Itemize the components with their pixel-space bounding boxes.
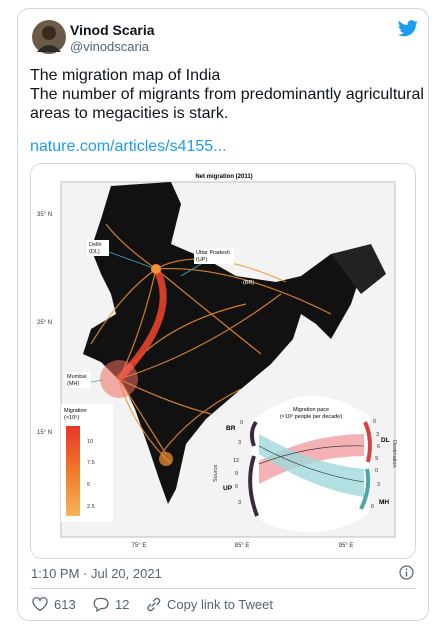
like-count[interactable]: 613 xyxy=(54,597,76,612)
map-title: Net migration (2011) xyxy=(195,174,252,180)
author-handle[interactable]: @vinodscaria xyxy=(70,39,149,54)
tweet-image[interactable]: Net migration (2011) 35° N 25° N 15° N 7… xyxy=(30,163,416,559)
place-name: Bihar xyxy=(243,273,256,279)
chord-tick: 0 xyxy=(375,468,378,474)
legend-tick: 10 xyxy=(87,439,93,445)
timestamp[interactable]: 1:10 PM · Jul 20, 2021 xyxy=(31,566,162,581)
chord-node: UP xyxy=(223,485,233,492)
chord-node: BR xyxy=(226,425,236,432)
place-code: (DL) xyxy=(89,249,100,255)
place-name: Uttar Pradesh xyxy=(196,250,230,256)
migration-map: Net migration (2011) 35° N 25° N 15° N 7… xyxy=(31,164,415,558)
chord-unit: (×10⁵ people per decade) xyxy=(280,413,343,420)
copy-link[interactable]: Copy link to Tweet xyxy=(167,597,273,612)
chord-tick: 3 xyxy=(377,482,380,488)
chord-tick: 3 xyxy=(238,440,241,446)
chord-tick: 12 xyxy=(233,458,239,464)
legend-title: Migration xyxy=(64,408,87,414)
reply-icon[interactable] xyxy=(93,597,109,612)
lat-label: 25° N xyxy=(37,320,52,326)
chord-tick: 0 xyxy=(373,419,376,425)
twitter-logo[interactable] xyxy=(398,20,418,37)
legend-tick: 7.5 xyxy=(87,460,95,466)
chord-title: Migration pace xyxy=(293,407,329,413)
like-icon[interactable] xyxy=(32,597,48,612)
chord-axis-label: Source xyxy=(213,465,219,482)
text-line: areas to megacities is stark. xyxy=(30,105,229,122)
lat-label: 15° N xyxy=(37,430,52,436)
text-line: The number of migrants from predominantl… xyxy=(30,86,424,103)
info-icon[interactable] xyxy=(399,565,414,580)
chord-axis-label: Destination xyxy=(391,440,397,468)
text-line: The migration map of India xyxy=(30,67,221,84)
chord-tick: 3 xyxy=(376,432,379,438)
chord-tick: 9 xyxy=(375,456,378,462)
chord-tick: 6 xyxy=(377,444,380,450)
lat-label: 35° N xyxy=(37,212,52,218)
tweet-link[interactable]: nature.com/articles/s4155... xyxy=(30,138,227,155)
place-code: (BR) xyxy=(243,280,254,286)
lon-label: 95° E xyxy=(339,543,354,549)
chord-tick: 6 xyxy=(371,504,374,510)
legend-unit: (×10⁵) xyxy=(64,414,79,421)
chord-node: DL xyxy=(381,437,390,444)
lon-label: 85° E xyxy=(235,543,250,549)
separator xyxy=(30,588,416,589)
link-icon[interactable] xyxy=(145,597,161,612)
place-code: (MH) xyxy=(67,381,79,387)
place-name: Mumbai xyxy=(67,374,87,380)
chord-tick: 9 xyxy=(235,471,238,477)
tweet-card xyxy=(17,8,429,621)
chord-tick: 0 xyxy=(240,420,243,426)
author-name[interactable]: Vinod Scaria xyxy=(70,22,155,38)
chord-node: MH xyxy=(379,499,389,506)
chord-tick: 6 xyxy=(235,484,238,490)
place-code: (UP) xyxy=(196,257,207,263)
legend-tick: 2.5 xyxy=(87,504,95,510)
avatar[interactable] xyxy=(32,20,66,54)
reply-count[interactable]: 12 xyxy=(115,597,130,612)
legend-tick: 5 xyxy=(87,482,90,488)
tweet-text: The migration map of India The number of… xyxy=(30,66,424,123)
place-name: Delhi xyxy=(89,242,102,248)
lon-label: 75° E xyxy=(132,543,147,549)
chord-tick: 3 xyxy=(238,500,241,506)
